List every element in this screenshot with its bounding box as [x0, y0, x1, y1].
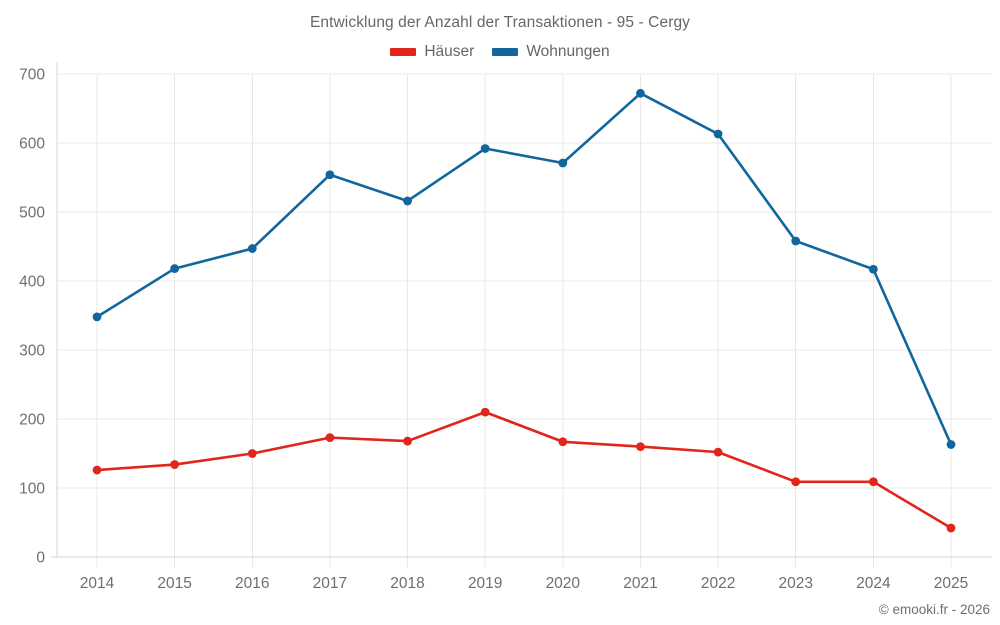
y-axis-tick-label: 200	[19, 412, 45, 429]
data-point-marker[interactable]	[558, 158, 568, 168]
data-point-marker[interactable]	[946, 523, 956, 533]
series-line-1	[95, 410, 953, 530]
data-point-marker[interactable]	[92, 465, 102, 475]
x-axis-tick-label: 2018	[390, 575, 424, 592]
data-point-marker[interactable]	[325, 433, 335, 443]
data-point-marker[interactable]	[636, 88, 645, 98]
data-point-marker[interactable]	[403, 436, 412, 446]
y-axis-tick-label: 0	[36, 550, 45, 567]
data-point-marker[interactable]	[170, 264, 180, 273]
footer-credit: © emooki.fr - 2026	[878, 602, 990, 617]
legend-label-hauser: Häuser	[424, 43, 475, 60]
y-axis-tick-label: 300	[19, 343, 45, 360]
data-point-marker[interactable]	[558, 437, 568, 447]
x-axis-tick-label: 2015	[157, 575, 191, 592]
data-point-marker[interactable]	[325, 170, 335, 180]
legend-swatch-hauser	[390, 48, 417, 56]
data-point-marker[interactable]	[713, 129, 723, 139]
data-point-marker[interactable]	[247, 244, 257, 253]
x-axis-tick-label: 2020	[546, 575, 581, 592]
x-axis-tick-label: 2021	[623, 575, 657, 592]
x-axis-tick-label: 2022	[701, 575, 735, 592]
y-axis-tick-label: 100	[19, 481, 45, 498]
x-axis-tick-label: 2024	[856, 575, 891, 592]
legend-item-wohnungen[interactable]: Wohnungen	[492, 43, 610, 61]
data-point-marker[interactable]	[480, 144, 490, 153]
x-axis-tick-label: 2019	[468, 575, 502, 592]
data-point-marker[interactable]	[247, 449, 257, 458]
data-point-marker[interactable]	[92, 312, 102, 322]
data-point-marker[interactable]	[170, 460, 180, 469]
chart-title: Entwicklung der Anzahl der Transaktionen…	[309, 14, 691, 31]
y-axis-tick-label: 500	[19, 205, 45, 222]
data-point-marker[interactable]	[480, 407, 490, 417]
data-point-marker[interactable]	[713, 447, 723, 457]
y-axis-tick-label: 700	[19, 67, 45, 84]
x-axis-tick-label: 2014	[80, 575, 115, 592]
data-point-marker[interactable]	[791, 477, 801, 487]
data-point-marker[interactable]	[946, 440, 956, 449]
x-axis-tick-label: 2023	[778, 575, 812, 592]
data-point-marker[interactable]	[868, 264, 878, 274]
data-point-marker[interactable]	[403, 196, 412, 206]
x-axis-tick-label: 2025	[934, 575, 968, 592]
x-axis-tick-label: 2016	[235, 575, 269, 592]
series-line-2	[95, 92, 953, 446]
legend-label-wohnungen: Wohnungen	[526, 43, 610, 60]
y-axis-tick-label: 600	[19, 136, 45, 153]
data-point-marker[interactable]	[791, 236, 801, 246]
data-point-marker[interactable]	[636, 442, 645, 451]
data-point-marker[interactable]	[868, 477, 878, 487]
y-axis-tick-label: 400	[19, 274, 45, 291]
x-axis-tick-label: 2017	[313, 575, 347, 592]
legend-swatch-wohnungen	[492, 48, 519, 56]
legend-item-hauser[interactable]: Häuser	[390, 43, 474, 61]
chart-legend: Häuser Wohnungen	[0, 43, 1000, 61]
